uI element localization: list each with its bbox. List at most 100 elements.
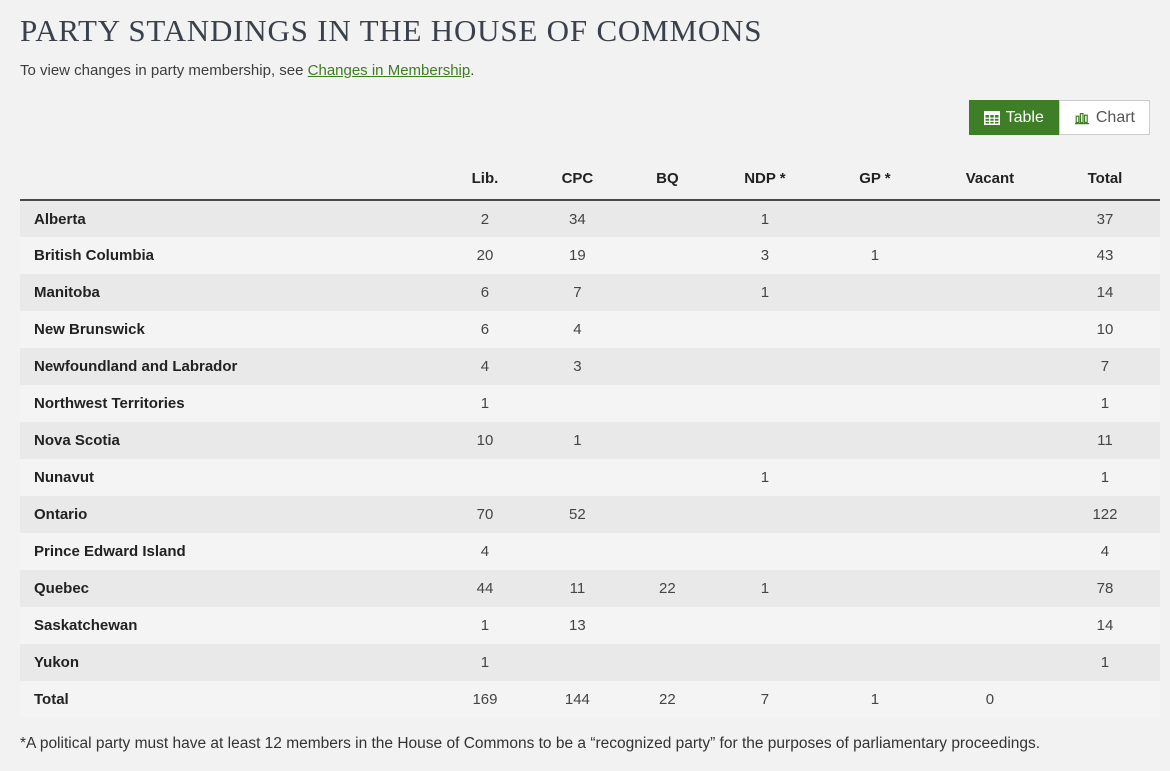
cell-value: 1 xyxy=(480,395,490,412)
column-header-vacant: Vacant xyxy=(929,159,1050,201)
cell-value: 43 xyxy=(1096,247,1114,264)
cell-value: 1 xyxy=(480,654,490,671)
cell-value: 1 xyxy=(480,617,490,634)
cell-value: 7 xyxy=(573,284,582,301)
row-label: British Columbia xyxy=(34,247,155,264)
cell-value xyxy=(710,533,820,570)
table-view-label: Table xyxy=(1005,108,1044,126)
row-label: Saskatchewan xyxy=(34,617,138,634)
cell-value xyxy=(820,422,930,459)
cell-value xyxy=(625,385,710,422)
page-title: PARTY STANDINGS IN THE HOUSE OF COMMONS xyxy=(20,13,763,48)
cell-value xyxy=(710,348,820,385)
cell-value xyxy=(820,533,930,570)
cell-value xyxy=(625,237,710,274)
cell-value xyxy=(930,237,1050,274)
cell-value: 14 xyxy=(1096,284,1114,301)
cell-value xyxy=(710,644,820,681)
cell-value xyxy=(930,570,1050,607)
cell-value: 10 xyxy=(476,432,494,449)
column-header-lib: Lib. xyxy=(439,159,530,201)
table-row-northwest-territories: Northwest Territories 1 1 xyxy=(20,385,1160,422)
cell-value xyxy=(625,348,710,385)
cell-value: 1 xyxy=(1100,469,1110,486)
table-row-nova-scotia: Nova Scotia 10 1 11 xyxy=(20,422,1160,459)
cell-value xyxy=(625,607,710,644)
header-row: Lib. CPC BQ NDP * GP * Vacant Total xyxy=(20,159,1160,201)
cell-value xyxy=(930,422,1050,459)
cell-value xyxy=(930,200,1050,237)
row-label: Alberta xyxy=(34,210,86,228)
cell-value xyxy=(930,496,1050,533)
cell-value: 1 xyxy=(870,691,880,708)
cell-value: 4 xyxy=(480,358,490,375)
cell-value xyxy=(820,348,930,385)
cell-value: 11 xyxy=(1097,432,1113,449)
cell-value: 122 xyxy=(1092,506,1118,523)
table-row-british-columbia: British Columbia 20 19 3 1 43 xyxy=(20,237,1160,274)
cell-value: 52 xyxy=(569,506,586,523)
cell-value: 22 xyxy=(659,691,676,708)
cell-value: 34 xyxy=(569,210,586,228)
cell-value: 4 xyxy=(573,321,582,338)
cell-value: 6 xyxy=(480,284,490,301)
cell-value xyxy=(820,496,930,533)
bar-chart-icon xyxy=(1074,111,1090,125)
cell-value xyxy=(625,459,710,496)
cell-value xyxy=(625,200,710,237)
column-header-bq: BQ xyxy=(624,159,710,201)
table-view-button[interactable]: Table xyxy=(968,100,1059,135)
column-header-cpc: CPC xyxy=(529,159,625,201)
cell-value xyxy=(930,644,1050,681)
cell-value: 20 xyxy=(476,247,494,264)
cell-value: 14 xyxy=(1096,617,1114,634)
cell-value xyxy=(930,348,1050,385)
cell-value: 11 xyxy=(569,580,586,597)
cell-value xyxy=(710,385,820,422)
cell-value: 1 xyxy=(1100,395,1110,412)
cell-value: 44 xyxy=(476,580,494,597)
column-header-gp: GP * xyxy=(819,159,930,201)
cell-value: 70 xyxy=(476,506,494,523)
table-row-ontario: Ontario 70 52 122 xyxy=(20,496,1160,533)
column-header-ndp: NDP * xyxy=(709,159,820,201)
cell-value xyxy=(820,459,930,496)
row-label: New Brunswick xyxy=(34,321,145,338)
cell-value: 4 xyxy=(480,543,490,560)
row-label: Total xyxy=(34,691,69,708)
cell-value: 37 xyxy=(1096,210,1114,228)
cell-value xyxy=(625,422,710,459)
cell-value: 13 xyxy=(569,617,586,634)
cell-value xyxy=(820,200,930,237)
cell-value xyxy=(820,311,930,348)
changes-in-membership-link[interactable]: Changes in Membership xyxy=(307,62,471,79)
cell-value: 6 xyxy=(480,321,490,338)
cell-value xyxy=(930,385,1050,422)
cell-value xyxy=(530,385,625,422)
table-grid-icon xyxy=(983,110,1000,125)
cell-value xyxy=(930,607,1050,644)
table-row-quebec: Quebec 44 11 22 1 78 xyxy=(20,570,1160,607)
cell-value xyxy=(710,311,820,348)
cell-value xyxy=(930,274,1050,311)
intro-text: To view changes in party membership, see… xyxy=(20,62,1150,79)
cell-value xyxy=(625,533,710,570)
row-label: Northwest Territories xyxy=(34,395,185,412)
cell-value xyxy=(530,459,625,496)
cell-value: 3 xyxy=(760,247,770,264)
chart-view-button[interactable]: Chart xyxy=(1058,100,1150,135)
table-row-nunavut: Nunavut 1 1 xyxy=(20,459,1160,496)
cell-value xyxy=(710,607,820,644)
cell-value xyxy=(625,311,710,348)
cell-value: 169 xyxy=(472,691,498,708)
cell-value xyxy=(625,496,710,533)
cell-value xyxy=(1050,681,1160,718)
cell-value xyxy=(710,496,820,533)
party-standings-page: PARTY STANDINGS IN THE HOUSE OF COMMONS … xyxy=(20,13,1160,752)
cell-value: 10 xyxy=(1096,321,1114,338)
row-label: Manitoba xyxy=(34,284,100,301)
cell-value: 1 xyxy=(760,469,770,486)
cell-value xyxy=(820,385,930,422)
cell-value xyxy=(930,311,1050,348)
cell-value: 1 xyxy=(1100,654,1110,671)
